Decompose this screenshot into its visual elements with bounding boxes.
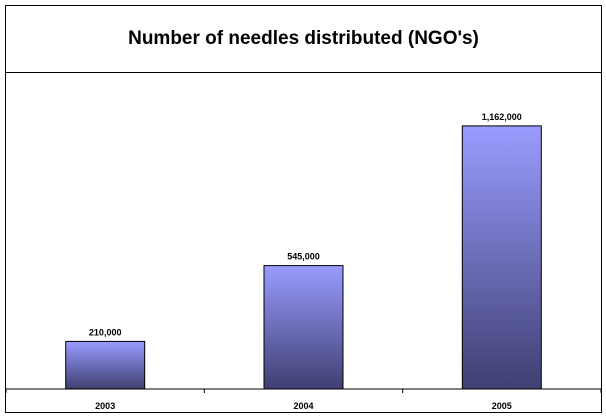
x-tick-label-2005: 2005 xyxy=(492,401,512,411)
bar-series xyxy=(65,125,542,390)
chart-title: Number of needles distributed (NGO's) xyxy=(128,28,479,49)
chart-title-bar: Number of needles distributed (NGO's) xyxy=(6,6,601,73)
value-label-2004: 545,000 xyxy=(287,252,320,262)
value-label-2003: 210,000 xyxy=(89,327,122,337)
bar-2005 xyxy=(461,125,542,390)
value-labels: 210,000 545,000 1,162,000 xyxy=(89,112,522,337)
x-tick-labels: 2003 2004 2005 xyxy=(95,401,512,411)
bar-2004 xyxy=(263,265,344,390)
x-axis-ticks xyxy=(5,389,602,393)
x-tick-label-2004: 2004 xyxy=(293,401,313,411)
x-tick-label-2003: 2003 xyxy=(95,401,115,411)
value-label-2005: 1,162,000 xyxy=(482,112,522,122)
bar-2003 xyxy=(65,340,146,390)
